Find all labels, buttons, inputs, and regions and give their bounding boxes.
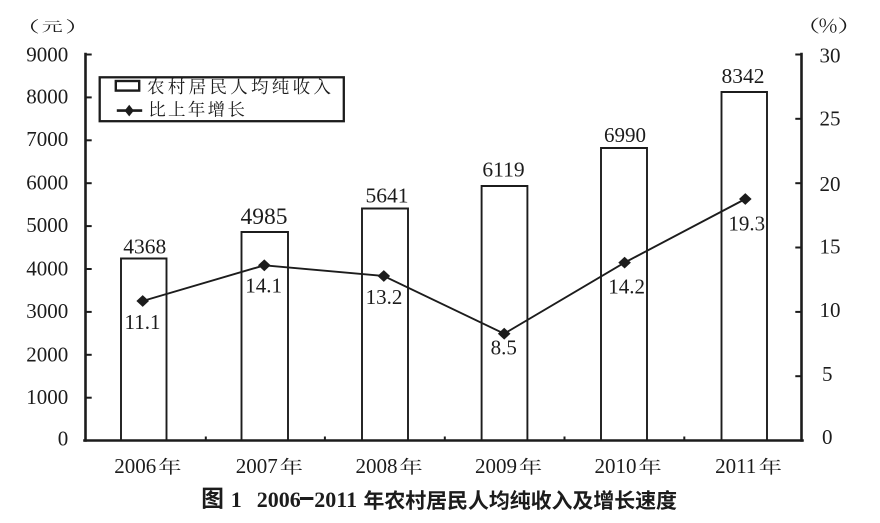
svg-text:9000: 9000 [26,43,68,67]
svg-text:2011: 2011 [715,454,756,478]
svg-text:1: 1 [231,487,242,512]
svg-text:2007: 2007 [236,454,278,478]
svg-text:14.2: 14.2 [608,275,645,299]
svg-text:7000: 7000 [26,127,68,151]
svg-text:4985: 4985 [241,204,288,230]
svg-text:2008: 2008 [356,454,398,478]
svg-text:11.1: 11.1 [125,310,161,334]
svg-text:2000: 2000 [26,343,68,367]
svg-text:8342: 8342 [722,64,765,88]
svg-text:4000: 4000 [26,257,68,281]
svg-text:5641: 5641 [366,183,409,207]
svg-text:1000: 1000 [26,385,68,409]
svg-text:2011: 2011 [314,487,357,512]
svg-text:13.2: 13.2 [366,285,403,309]
svg-text:10: 10 [820,298,841,322]
svg-text:20: 20 [820,172,841,196]
svg-text:3000: 3000 [26,299,68,323]
svg-text:8000: 8000 [26,85,68,109]
svg-text:5000: 5000 [26,213,68,237]
svg-text:8.5: 8.5 [491,335,517,359]
svg-text:30: 30 [820,44,841,68]
svg-text:6990: 6990 [604,123,646,147]
svg-text:2010: 2010 [595,454,637,478]
svg-text:25: 25 [820,107,841,131]
svg-text:19.3: 19.3 [728,212,765,236]
svg-text:15: 15 [820,235,841,259]
svg-text:0: 0 [58,427,69,451]
svg-text:2006: 2006 [114,454,156,478]
svg-text:6000: 6000 [26,171,68,195]
svg-text:4368: 4368 [123,234,166,258]
svg-text:2006: 2006 [257,487,301,512]
svg-text:0: 0 [822,425,833,449]
svg-text:2009: 2009 [475,454,517,478]
svg-text:5: 5 [822,362,833,386]
svg-text:6119: 6119 [482,158,524,182]
svg-text:14.1: 14.1 [245,273,282,297]
